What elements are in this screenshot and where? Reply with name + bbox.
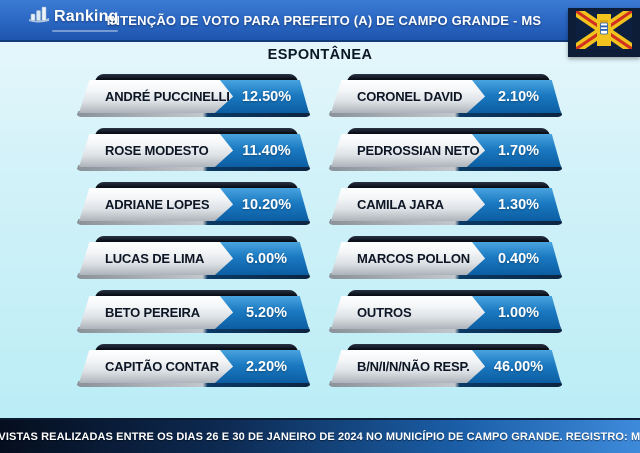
- campo-grande-flag-icon: [573, 6, 635, 54]
- value-section: 5.20%: [214, 296, 309, 329]
- ranking-logo: Ranking: [28, 5, 119, 32]
- bar-top-face: [347, 290, 550, 299]
- candidate-percentage: 12.50%: [241, 88, 292, 105]
- bar-front-face: CAPITÃO CONTAR 2.20%: [79, 350, 309, 383]
- candidate-name: ANDRÉ PUCCINELLI: [105, 89, 230, 104]
- poll-bar-pedrossian-neto: PEDROSSIAN NETO 1.70%: [328, 128, 563, 174]
- bar-top-face: [347, 74, 550, 83]
- bar-top-face: [95, 74, 298, 83]
- bar-top-face: [347, 182, 550, 191]
- bar-front-face: ANDRÉ PUCCINELLI 12.50%: [79, 80, 309, 113]
- candidate-name: ROSE MODESTO: [105, 143, 209, 158]
- candidate-name: CAPITÃO CONTAR: [105, 359, 219, 374]
- bar-under-edge: [76, 327, 311, 333]
- logo-tagline-line: [52, 30, 118, 32]
- candidate-percentage: 10.20%: [241, 196, 292, 213]
- candidate-percentage: 2.20%: [245, 358, 288, 375]
- bar-top-face: [95, 236, 298, 245]
- bar-under-edge: [76, 219, 311, 225]
- bar-front-face: MARCOS POLLON 0.40%: [331, 242, 561, 275]
- value-section: 1.70%: [466, 134, 561, 167]
- candidate-name: MARCOS POLLON: [357, 251, 470, 266]
- bar-front-face: ADRIANE LOPES 10.20%: [79, 188, 309, 221]
- bar-front-face: BETO PEREIRA 5.20%: [79, 296, 309, 329]
- candidate-percentage: 1.00%: [497, 304, 540, 321]
- value-section: 6.00%: [214, 242, 309, 275]
- bar-top-face: [95, 344, 298, 353]
- value-section: 46.00%: [466, 350, 561, 383]
- candidate-name: ADRIANE LOPES: [105, 197, 210, 212]
- candidate-percentage: 1.30%: [497, 196, 540, 213]
- bar-top-face: [347, 128, 550, 137]
- bar-under-edge: [328, 273, 563, 279]
- candidate-percentage: 1.70%: [497, 142, 540, 159]
- bar-front-face: CAMILA JARA 1.30%: [331, 188, 561, 221]
- bar-under-edge: [328, 219, 563, 225]
- value-section: 2.10%: [466, 80, 561, 113]
- flag-corner-block: [568, 6, 640, 57]
- bar-under-edge: [328, 111, 563, 117]
- value-section: 10.20%: [214, 188, 309, 221]
- candidate-percentage: 2.10%: [497, 88, 540, 105]
- poll-bar-outros: OUTROS 1.00%: [328, 290, 563, 336]
- candidate-percentage: 11.40%: [242, 142, 291, 159]
- poll-bar-coronel-david: CORONEL DAVID 2.10%: [328, 74, 563, 120]
- footer-bar: 1.000 ENTREVISTAS REALIZADAS ENTRE OS DI…: [0, 418, 640, 453]
- bar-top-face: [347, 236, 550, 245]
- value-section: 1.00%: [466, 296, 561, 329]
- bar-front-face: CORONEL DAVID 2.10%: [331, 80, 561, 113]
- survey-registration-text: 1.000 ENTREVISTAS REALIZADAS ENTRE OS DI…: [0, 430, 640, 443]
- candidate-name: LUCAS DE LIMA: [105, 251, 205, 266]
- poll-bar-capitao-contar: CAPITÃO CONTAR 2.20%: [76, 344, 311, 390]
- candidate-name: CORONEL DAVID: [357, 89, 463, 104]
- header-bar: Ranking INTENÇÃO DE VOTO PARA PREFEITO (…: [0, 0, 640, 42]
- poll-bar-adriane-lopes: ADRIANE LOPES 10.20%: [76, 182, 311, 228]
- bar-front-face: PEDROSSIAN NETO 1.70%: [331, 134, 561, 167]
- poll-bar-marcos-pollon: MARCOS POLLON 0.40%: [328, 236, 563, 282]
- candidate-name: PEDROSSIAN NETO: [357, 143, 480, 158]
- poll-bar-lucas-de-lima: LUCAS DE LIMA 6.00%: [76, 236, 311, 282]
- ranking-logo-icon: [28, 5, 50, 28]
- value-section: 11.40%: [214, 134, 309, 167]
- value-section: 1.30%: [466, 188, 561, 221]
- bar-under-edge: [328, 165, 563, 171]
- bar-under-edge: [76, 381, 311, 387]
- value-section: 12.50%: [214, 80, 309, 113]
- bar-front-face: LUCAS DE LIMA 6.00%: [79, 242, 309, 275]
- candidate-percentage: 5.20%: [245, 304, 288, 321]
- candidate-name: B/N/I/N/NÃO RESP.: [357, 359, 470, 374]
- bar-under-edge: [76, 111, 311, 117]
- poll-bar-camila-jara: CAMILA JARA 1.30%: [328, 182, 563, 228]
- bar-top-face: [95, 128, 298, 137]
- bar-under-edge: [328, 327, 563, 333]
- bar-under-edge: [76, 273, 311, 279]
- candidate-name: OUTROS: [357, 305, 412, 320]
- page-title: INTENÇÃO DE VOTO PARA PREFEITO (A) DE CA…: [106, 12, 542, 28]
- poll-bar-nao-resp: B/N/I/N/NÃO RESP. 46.00%: [328, 344, 563, 390]
- chart-subtitle: ESPONTÂNEA: [267, 47, 373, 63]
- bar-top-face: [347, 344, 550, 353]
- bar-front-face: B/N/I/N/NÃO RESP. 46.00%: [331, 350, 561, 383]
- candidate-percentage: 0.40%: [497, 250, 540, 267]
- poll-bar-beto-pereira: BETO PEREIRA 5.20%: [76, 290, 311, 336]
- value-section: 2.20%: [214, 350, 309, 383]
- poll-bar-rose-modesto: ROSE MODESTO 11.40%: [76, 128, 311, 174]
- ranking-grid: ANDRÉ PUCCINELLI 12.50% ROSE MODESTO 11.…: [0, 72, 640, 396]
- candidate-name: CAMILA JARA: [357, 197, 444, 212]
- value-section: 0.40%: [466, 242, 561, 275]
- candidate-percentage: 46.00%: [493, 358, 544, 375]
- candidate-percentage: 6.00%: [245, 250, 288, 267]
- logo-wordmark: Ranking: [54, 7, 119, 25]
- candidate-name: BETO PEREIRA: [105, 305, 200, 320]
- bar-under-edge: [328, 381, 563, 387]
- bar-under-edge: [76, 165, 311, 171]
- bar-top-face: [95, 290, 298, 299]
- poll-bar-andre-puccinelli: ANDRÉ PUCCINELLI 12.50%: [76, 74, 311, 120]
- bar-front-face: OUTROS 1.00%: [331, 296, 561, 329]
- bar-front-face: ROSE MODESTO 11.40%: [79, 134, 309, 167]
- bar-top-face: [95, 182, 298, 191]
